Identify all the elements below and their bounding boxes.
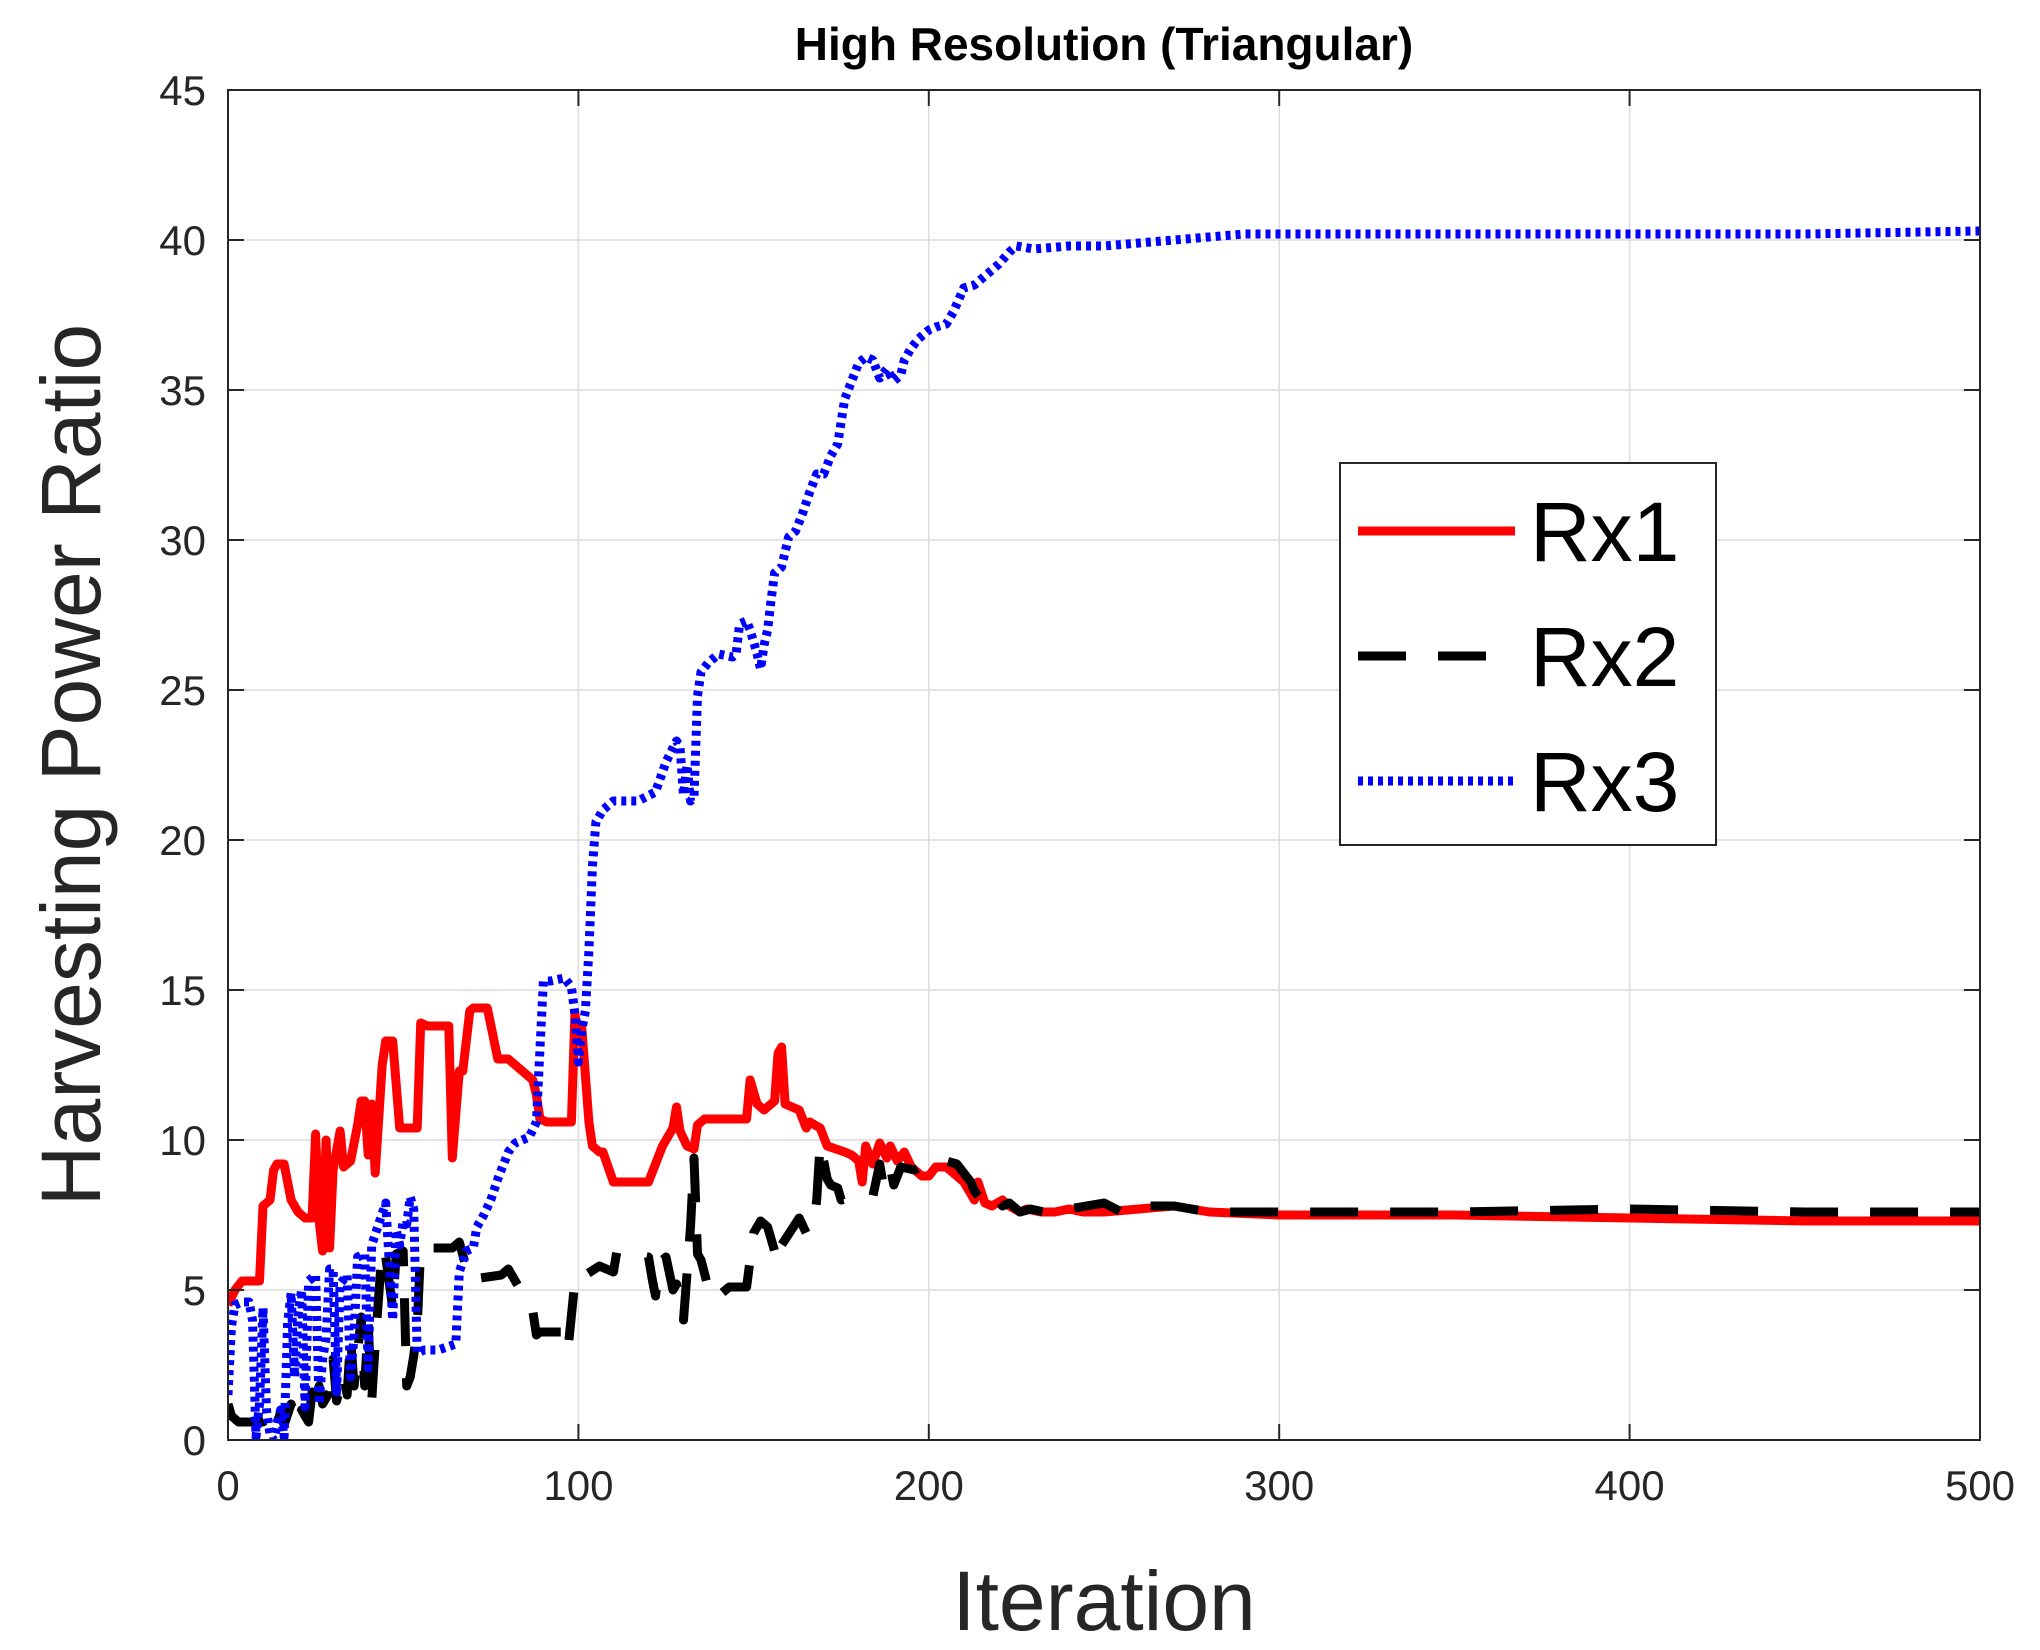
- x-tick-label: 500: [1945, 1462, 2015, 1509]
- plot-area: [228, 226, 1980, 1440]
- legend: Rx1 Rx2 Rx3: [1339, 462, 1717, 846]
- axis-ticks: [227, 89, 1981, 1441]
- x-axis-title: Iteration: [952, 1554, 1256, 1648]
- y-tick-label: 20: [159, 817, 206, 864]
- x-tick-label: 100: [543, 1462, 613, 1509]
- y-tick-label: 35: [159, 367, 206, 414]
- axis-tick-labels: 0 100 200 300 400 500 0 5 10 15 20 25 30 35 40 45: [159, 67, 2015, 1509]
- x-tick-label: 200: [894, 1462, 964, 1509]
- legend-label-rx1: Rx1: [1530, 485, 1679, 579]
- y-tick-label: 5: [183, 1267, 206, 1314]
- y-tick-label: 0: [183, 1417, 206, 1464]
- y-tick-label: 25: [159, 667, 206, 714]
- series-line-rx3: [228, 226, 1980, 1440]
- y-tick-label: 30: [159, 517, 206, 564]
- y-tick-label: 40: [159, 217, 206, 264]
- y-axis-title: Harvesting Power Ratio: [24, 324, 118, 1206]
- legend-label-rx2: Rx2: [1530, 610, 1679, 704]
- series-group: [228, 226, 1980, 1440]
- legend-label-rx3: Rx3: [1530, 735, 1679, 829]
- series-line-rx2: [228, 1138, 1980, 1436]
- y-tick-label: 45: [159, 67, 206, 114]
- axes-box: [227, 89, 1981, 1441]
- x-tick-label: 300: [1244, 1462, 1314, 1509]
- chart-title: High Resolution (Triangular): [795, 18, 1413, 70]
- x-tick-label: 0: [216, 1462, 239, 1509]
- y-tick-label: 10: [159, 1117, 206, 1164]
- x-tick-label: 400: [1595, 1462, 1665, 1509]
- y-tick-label: 15: [159, 967, 206, 1014]
